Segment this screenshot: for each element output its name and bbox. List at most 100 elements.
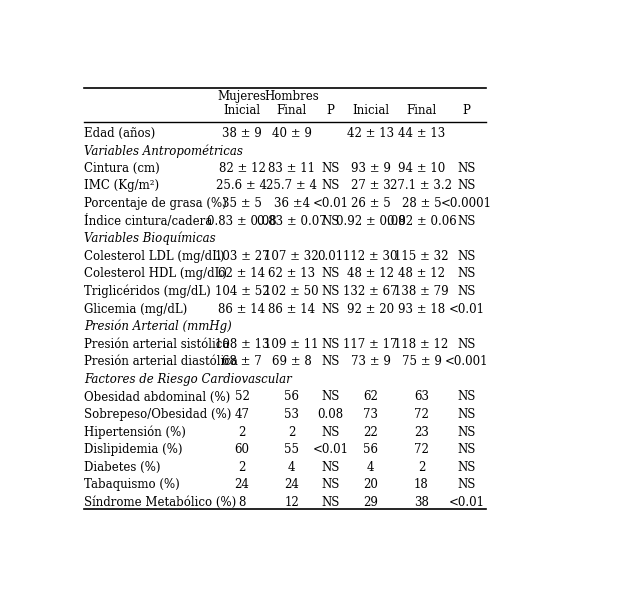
- Text: 117 ± 17: 117 ± 17: [343, 338, 398, 351]
- Text: 2: 2: [239, 461, 245, 474]
- Text: 104 ± 52: 104 ± 52: [215, 285, 269, 298]
- Text: 55: 55: [284, 444, 299, 456]
- Text: 27.1 ± 3.2: 27.1 ± 3.2: [391, 180, 453, 192]
- Text: NS: NS: [321, 391, 340, 403]
- Text: <0.0001: <0.0001: [441, 197, 492, 210]
- Text: 60: 60: [235, 444, 250, 456]
- Text: 112 ± 30: 112 ± 30: [343, 250, 398, 263]
- Text: 56: 56: [284, 391, 299, 403]
- Text: <0.001: <0.001: [444, 355, 488, 368]
- Text: NS: NS: [457, 267, 476, 281]
- Text: Hipertensión (%): Hipertensión (%): [84, 426, 186, 439]
- Text: Tabaquismo (%): Tabaquismo (%): [84, 478, 180, 492]
- Text: NS: NS: [321, 338, 340, 351]
- Text: NS: NS: [457, 285, 476, 298]
- Text: NS: NS: [321, 496, 340, 509]
- Text: NS: NS: [457, 408, 476, 421]
- Text: NS: NS: [321, 302, 340, 316]
- Text: NS: NS: [321, 355, 340, 368]
- Text: NS: NS: [321, 180, 340, 192]
- Text: 8: 8: [239, 496, 245, 509]
- Text: NS: NS: [457, 338, 476, 351]
- Text: IMC (Kg/m²): IMC (Kg/m²): [84, 180, 159, 192]
- Text: NS: NS: [457, 444, 476, 456]
- Text: 52: 52: [235, 391, 249, 403]
- Text: 73: 73: [363, 408, 378, 421]
- Text: 0.83 ± 0.08: 0.83 ± 0.08: [207, 215, 277, 228]
- Text: Inicial: Inicial: [352, 104, 389, 117]
- Text: Colesterol LDL (mg/dL): Colesterol LDL (mg/dL): [84, 250, 225, 263]
- Text: Dislipidemia (%): Dislipidemia (%): [84, 444, 183, 456]
- Text: 107 ± 32: 107 ± 32: [264, 250, 319, 263]
- Text: 25.6 ± 4: 25.6 ± 4: [217, 180, 267, 192]
- Text: NS: NS: [321, 285, 340, 298]
- Text: Triglicéridos (mg/dL): Triglicéridos (mg/dL): [84, 285, 211, 298]
- Text: 73 ± 9: 73 ± 9: [351, 355, 391, 368]
- Text: 103 ± 27: 103 ± 27: [215, 250, 269, 263]
- Text: 93 ± 18: 93 ± 18: [398, 302, 445, 316]
- Text: 63: 63: [414, 391, 429, 403]
- Text: 40 ± 9: 40 ± 9: [272, 127, 312, 139]
- Text: 0.08: 0.08: [317, 408, 344, 421]
- Text: NS: NS: [457, 426, 476, 439]
- Text: 44 ± 13: 44 ± 13: [398, 127, 445, 139]
- Text: 38 ± 9: 38 ± 9: [222, 127, 262, 139]
- Text: Variables Antropométricas: Variables Antropométricas: [84, 144, 243, 157]
- Text: NS: NS: [321, 426, 340, 439]
- Text: 47: 47: [235, 408, 250, 421]
- Text: 138 ± 79: 138 ± 79: [394, 285, 449, 298]
- Text: 83 ± 11: 83 ± 11: [268, 162, 316, 175]
- Text: Sobrepeso/Obesidad (%): Sobrepeso/Obesidad (%): [84, 408, 232, 421]
- Text: 24: 24: [235, 478, 249, 492]
- Text: NS: NS: [457, 250, 476, 263]
- Text: Síndrome Metabólico (%): Síndrome Metabólico (%): [84, 496, 237, 509]
- Text: 25.7 ± 4: 25.7 ± 4: [266, 180, 317, 192]
- Text: 94 ± 10: 94 ± 10: [398, 162, 445, 175]
- Text: 2: 2: [418, 461, 425, 474]
- Text: 118 ± 12: 118 ± 12: [394, 338, 449, 351]
- Text: Presión arterial diastólica: Presión arterial diastólica: [84, 355, 238, 368]
- Text: Presión Arterial (mmHg): Presión Arterial (mmHg): [84, 320, 232, 334]
- Text: 36 ±4: 36 ±4: [274, 197, 310, 210]
- Text: 56: 56: [363, 444, 378, 456]
- Text: <0.01: <0.01: [312, 197, 349, 210]
- Text: 132 ± 67: 132 ± 67: [343, 285, 398, 298]
- Text: 108 ± 13: 108 ± 13: [215, 338, 269, 351]
- Text: <0.01: <0.01: [448, 496, 485, 509]
- Text: Edad (años): Edad (años): [84, 127, 155, 139]
- Text: 4: 4: [288, 461, 295, 474]
- Text: 24: 24: [284, 478, 299, 492]
- Text: 29: 29: [363, 496, 378, 509]
- Text: Mujeres: Mujeres: [218, 90, 267, 103]
- Text: NS: NS: [457, 180, 476, 192]
- Text: Variables Bioquímicas: Variables Bioquímicas: [84, 232, 216, 245]
- Text: 2: 2: [239, 426, 245, 439]
- Text: 22: 22: [363, 426, 378, 439]
- Text: 23: 23: [414, 426, 429, 439]
- Text: 42 ± 13: 42 ± 13: [347, 127, 394, 139]
- Text: Porcentaje de grasa (%): Porcentaje de grasa (%): [84, 197, 227, 210]
- Text: 20: 20: [363, 478, 378, 492]
- Text: 82 ± 12: 82 ± 12: [218, 162, 265, 175]
- Text: 48 ± 12: 48 ± 12: [347, 267, 394, 281]
- Text: 12: 12: [284, 496, 299, 509]
- Text: 26 ± 5: 26 ± 5: [351, 197, 391, 210]
- Text: NS: NS: [457, 215, 476, 228]
- Text: 68 ± 7: 68 ± 7: [222, 355, 262, 368]
- Text: 92 ± 20: 92 ± 20: [347, 302, 394, 316]
- Text: 109 ± 11: 109 ± 11: [264, 338, 319, 351]
- Text: P: P: [463, 104, 470, 117]
- Text: 35 ± 5: 35 ± 5: [222, 197, 262, 210]
- Text: <0.01: <0.01: [312, 444, 349, 456]
- Text: Glicemia (mg/dL): Glicemia (mg/dL): [84, 302, 187, 316]
- Text: <0.01: <0.01: [448, 302, 485, 316]
- Text: 72: 72: [414, 444, 429, 456]
- Text: 53: 53: [284, 408, 299, 421]
- Text: 102 ± 50: 102 ± 50: [264, 285, 319, 298]
- Text: NS: NS: [321, 162, 340, 175]
- Text: Presión arterial sistólica: Presión arterial sistólica: [84, 338, 230, 351]
- Text: 86 ± 14: 86 ± 14: [218, 302, 265, 316]
- Text: 93 ± 9: 93 ± 9: [351, 162, 391, 175]
- Text: NS: NS: [457, 162, 476, 175]
- Text: Cintura (cm): Cintura (cm): [84, 162, 160, 175]
